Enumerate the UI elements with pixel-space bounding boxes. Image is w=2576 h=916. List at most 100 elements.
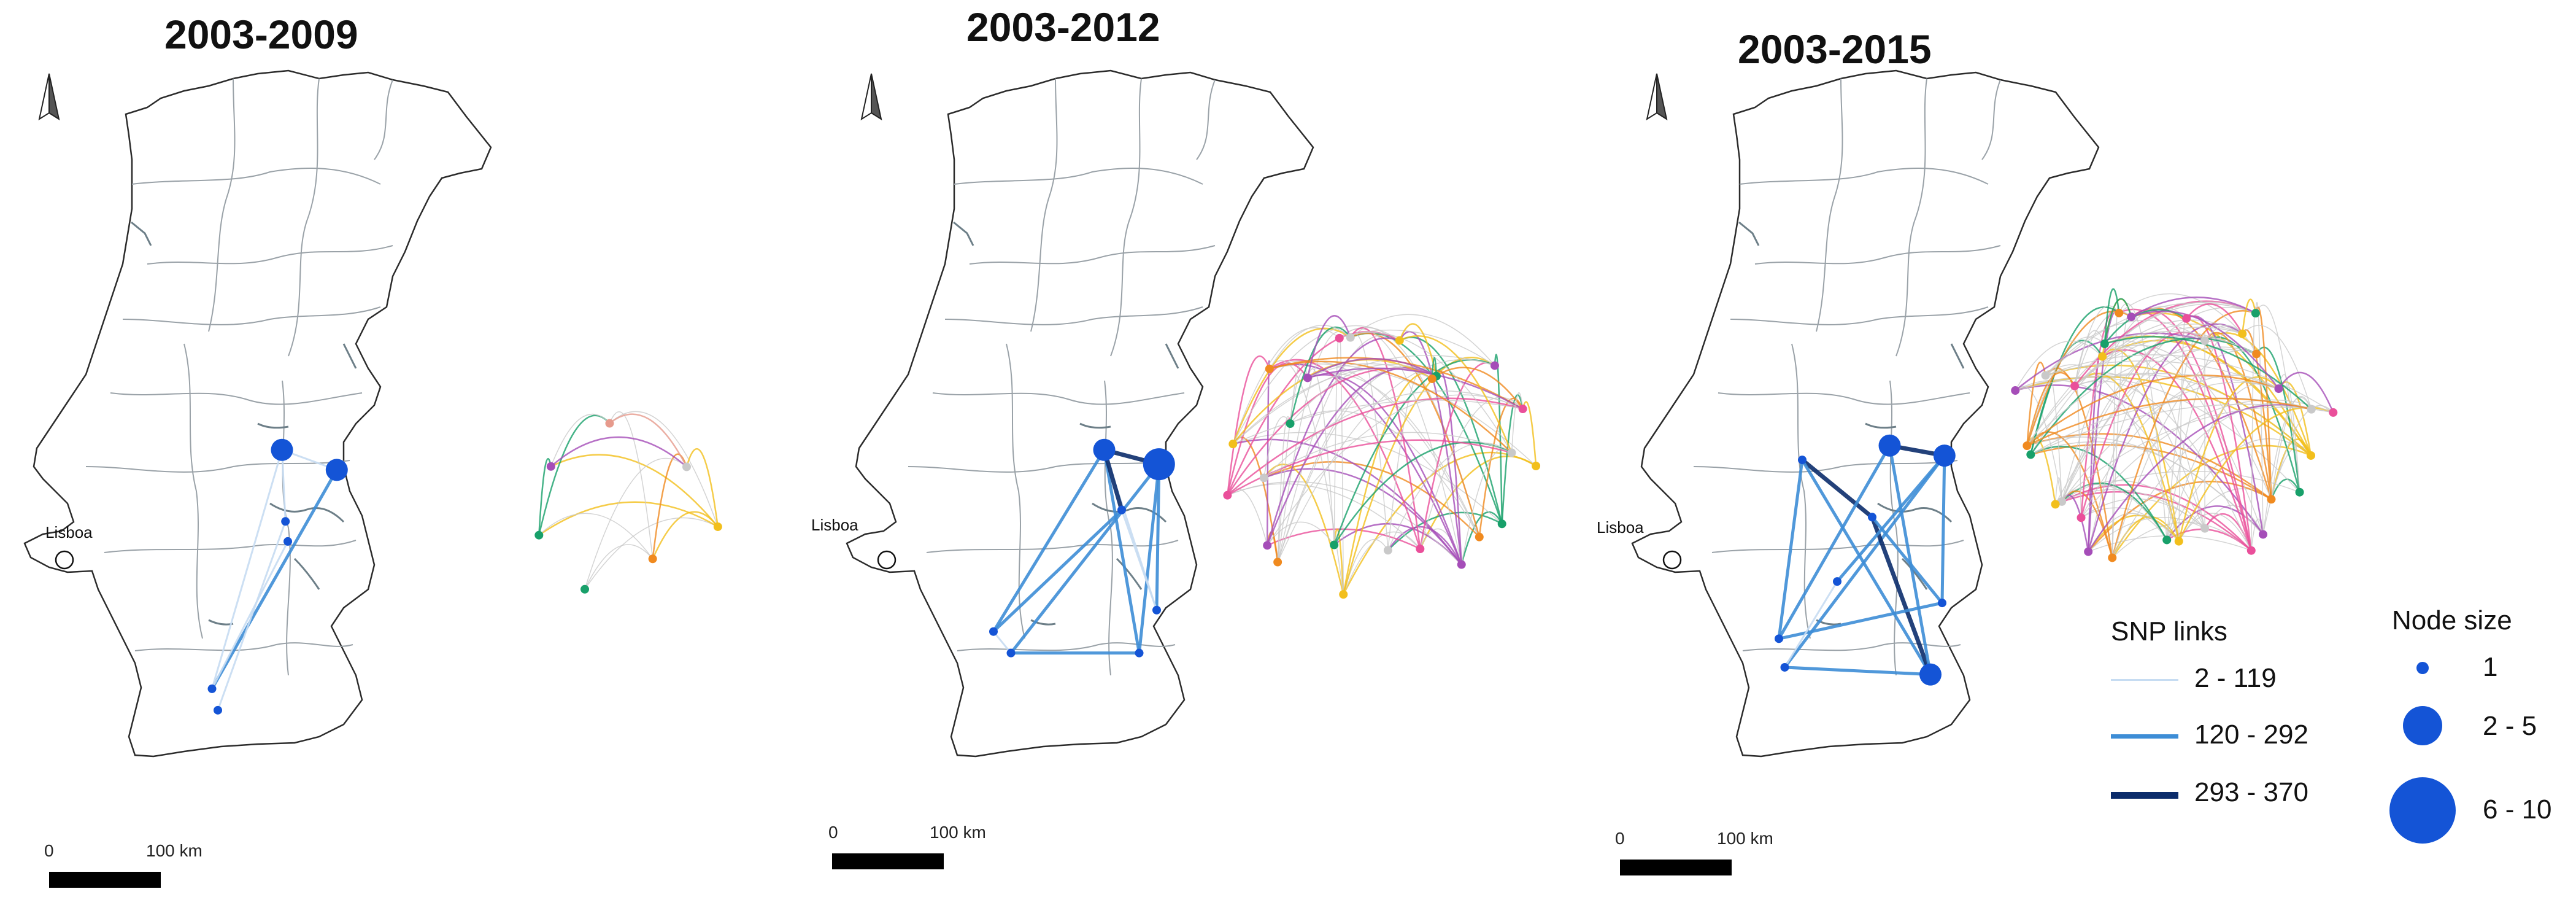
cluster-node <box>2259 530 2268 539</box>
cluster-node <box>1475 532 1484 541</box>
cluster-node <box>1457 560 1466 569</box>
district-border <box>1754 245 2001 265</box>
cluster-node <box>1228 440 1238 449</box>
cluster-node <box>2267 495 2276 504</box>
cluster-edge <box>1387 442 1512 551</box>
cluster-edge <box>2111 350 2257 558</box>
scale-zero-label: 0 <box>44 841 54 860</box>
legend-node-swatch <box>2403 706 2442 745</box>
district-border <box>954 168 1203 185</box>
cluster-edge <box>1232 327 1340 444</box>
cluster-edge <box>1307 368 1335 545</box>
cluster-edge <box>685 448 719 527</box>
cluster-edge <box>2104 298 2132 344</box>
cluster-edge <box>2055 491 2252 551</box>
district-border <box>1718 392 1970 405</box>
cluster-edge <box>2026 348 2257 446</box>
cluster-edge <box>2278 371 2334 413</box>
legend-link-swatch <box>2111 679 2178 681</box>
network-node <box>1117 505 1126 514</box>
network-node <box>214 705 222 715</box>
cluster-edge <box>2026 397 2312 447</box>
cluster-edge <box>2256 346 2300 492</box>
cluster-node <box>2174 537 2183 546</box>
cluster-edge <box>2131 297 2256 318</box>
network-node <box>1093 438 1116 461</box>
network-node <box>1143 448 1175 481</box>
cluster-node <box>713 522 722 531</box>
snp-link <box>1784 581 1838 668</box>
cluster-edge <box>1267 528 1421 550</box>
cluster-edge <box>2061 484 2252 551</box>
cluster-node <box>2162 535 2172 545</box>
city-label-lisboa: Lisboa <box>811 516 858 534</box>
river <box>1901 557 1928 590</box>
cluster-edge <box>1266 360 1271 546</box>
snp-link <box>992 449 1106 633</box>
district-border <box>932 392 1185 405</box>
district-border <box>1895 78 1927 357</box>
cluster-edge <box>1227 355 1271 495</box>
cluster-node <box>534 530 544 540</box>
cluster-edge <box>1387 368 1433 551</box>
legend-node-label: 1 <box>2483 652 2498 682</box>
legend-node-swatch <box>2416 662 2429 674</box>
cluster-edge <box>1339 332 1513 453</box>
cluster-edge <box>2118 293 2243 335</box>
district-border <box>926 540 1179 553</box>
cluster-edge <box>2015 373 2279 391</box>
district-border <box>1006 343 1025 639</box>
cluster-edge <box>550 436 687 468</box>
cluster-edge <box>1267 394 1523 546</box>
snp-link <box>1777 459 1804 639</box>
snp-link <box>281 449 287 522</box>
cluster-edge <box>1343 531 1421 595</box>
cluster-graph <box>534 411 722 594</box>
district-border <box>1739 168 1989 185</box>
cluster-edge <box>2015 332 2205 392</box>
snp-link <box>1155 464 1161 610</box>
cluster-edge <box>2111 522 2252 559</box>
legend-node-label: 2 - 5 <box>2483 711 2537 741</box>
portugal-outline <box>23 69 492 758</box>
snp-link <box>1777 444 1891 640</box>
cluster-edge <box>1233 400 1523 444</box>
snp-link <box>1800 459 1932 675</box>
cluster-edge <box>584 544 654 590</box>
cluster-edge <box>2061 337 2205 502</box>
network-node <box>207 684 217 693</box>
river <box>131 221 152 246</box>
scale-km-label: 100 km <box>1717 829 1773 848</box>
cluster-node <box>2274 384 2283 394</box>
cluster-edge <box>1350 314 1495 366</box>
snp-link <box>1870 516 1933 675</box>
cluster-edge <box>2088 404 2312 553</box>
cluster-node <box>1339 590 1348 599</box>
snp-link <box>1888 445 1932 675</box>
cluster-edge <box>1263 390 1523 478</box>
river <box>1079 422 1111 429</box>
cluster-node <box>2115 308 2124 317</box>
cluster-edge <box>1307 374 1462 565</box>
snp-link <box>1871 516 1943 604</box>
district-border <box>944 306 1203 325</box>
cluster-edge <box>1307 367 1524 410</box>
cluster-edge <box>538 414 611 536</box>
cluster-node <box>2051 500 2060 509</box>
cluster-edge <box>1263 416 1291 478</box>
river <box>269 502 345 523</box>
cluster-edge <box>2104 336 2312 410</box>
cluster-edge <box>2262 397 2312 535</box>
cluster-edge <box>1227 397 1523 496</box>
cluster-node <box>1286 419 1295 429</box>
cluster-node <box>1416 545 1425 554</box>
snp-link <box>1784 666 1931 677</box>
district-border <box>85 460 350 473</box>
cluster-edge <box>2242 298 2257 334</box>
network-node <box>1135 648 1144 658</box>
snp-link <box>210 469 338 690</box>
cluster-edge <box>1432 367 1524 409</box>
map-panel-2003-2009 <box>23 69 492 758</box>
cluster-edge <box>1233 432 1503 524</box>
